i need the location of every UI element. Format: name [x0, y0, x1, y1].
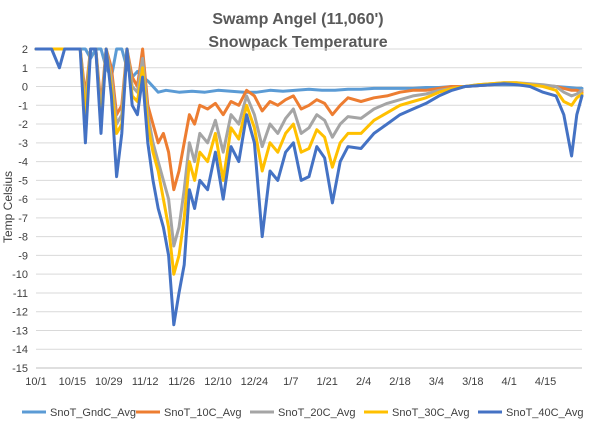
- gridlines: [36, 48, 582, 369]
- y-tick-label: -9: [18, 250, 28, 262]
- x-tick-label: 3/18: [462, 376, 483, 388]
- x-axis: 10/1 10/15 10/29 11/12 11/26 12/10 12/24 1/7 1/2…: [25, 367, 582, 388]
- x-tick-label: 1/21: [316, 376, 337, 388]
- x-tick-label: 1/7: [283, 376, 298, 388]
- x-tick-label: 11/26: [168, 376, 195, 388]
- y-tick-label: -8: [18, 232, 28, 244]
- series-line-SnoT_GndC_Avg: [34, 47, 584, 94]
- x-tick-label: 10/1: [25, 376, 46, 388]
- legend-label: SnoT_10C_Avg: [164, 407, 241, 419]
- legend-label: SnoT_20C_Avg: [278, 407, 355, 419]
- y-tick-label: -11: [13, 288, 28, 300]
- y-tick-label: -4: [18, 157, 28, 169]
- y-tick-label: -5: [18, 175, 28, 187]
- y-tick-label: -2: [18, 119, 28, 131]
- legend: SnoT_GndC_Avg SnoT_10C_Avg SnoT_20C_Avg Sno…: [22, 407, 583, 419]
- legend-label: SnoT_40C_Avg: [506, 407, 583, 419]
- series-line-SnoT_40C_Avg: [34, 47, 584, 327]
- legend-label: SnoT_GndC_Avg: [50, 407, 136, 419]
- series-lines: [34, 47, 584, 327]
- y-axis-title: Temp Celsius: [1, 171, 15, 243]
- x-tick-label: 2/4: [356, 376, 371, 388]
- x-tick-label: 10/29: [95, 376, 123, 388]
- y-tick-label: -3: [18, 138, 28, 150]
- chart-title: Swamp Angel (11,060'): [212, 11, 383, 28]
- x-tick-label: 4/1: [502, 376, 517, 388]
- legend-label: SnoT_30C_Avg: [392, 407, 469, 419]
- x-tick-label: 3/4: [429, 376, 444, 388]
- x-tick-label: 12/24: [241, 376, 269, 388]
- y-tick-label: 0: [22, 82, 28, 94]
- x-tick-label: 10/15: [59, 376, 87, 388]
- chart-subtitle: Snowpack Temperature: [208, 34, 387, 51]
- y-tick-label: -1: [18, 100, 28, 112]
- y-tick-label: -10: [12, 269, 28, 281]
- y-tick-label: -14: [12, 344, 28, 356]
- y-axis: 2 1 0 -1 -2 -3 -4 -5 -6 -7 -8 -9 -10 -11 -12 -13 -14 -15: [12, 44, 28, 375]
- y-tick-label: 2: [22, 44, 28, 56]
- x-tick-label: 12/10: [204, 376, 232, 388]
- y-tick-label: -7: [18, 213, 28, 225]
- y-tick-label: -6: [18, 194, 28, 206]
- x-tick-label: 2/18: [389, 376, 410, 388]
- y-tick-label: 1: [22, 63, 28, 75]
- y-tick-label: -15: [12, 363, 28, 375]
- x-tick-label: 11/12: [132, 376, 159, 388]
- y-tick-label: -12: [12, 307, 28, 319]
- y-tick-label: -13: [12, 325, 28, 337]
- x-tick-label: 4/15: [535, 376, 556, 388]
